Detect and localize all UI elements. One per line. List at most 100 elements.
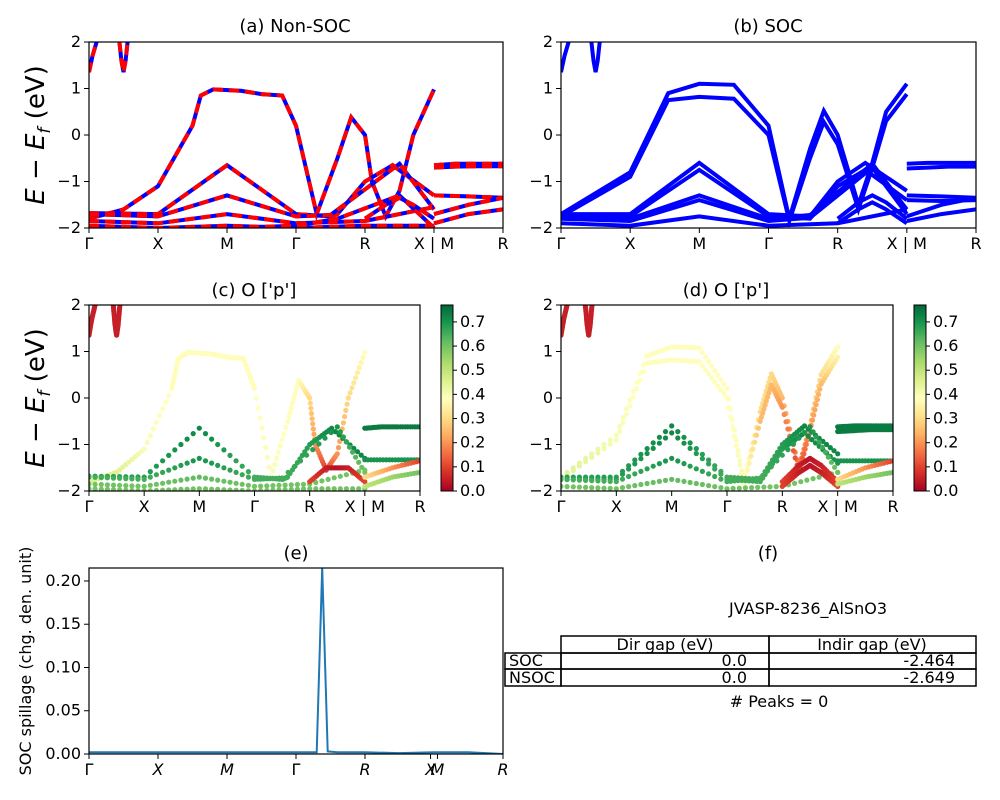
band-point (163, 399, 169, 405)
band-point (835, 469, 841, 475)
band-point (196, 425, 202, 431)
band-point (712, 466, 718, 472)
band-point (221, 447, 227, 453)
band-point (350, 486, 356, 491)
band-point (626, 466, 632, 472)
band-point (814, 397, 821, 403)
band-point (258, 483, 264, 489)
band-point (656, 478, 663, 484)
band-point (291, 395, 297, 402)
axes-frame (560, 41, 977, 229)
band-point (221, 487, 227, 491)
panel-f-title: (f) (758, 543, 778, 564)
band-point (239, 463, 245, 469)
band-point (104, 486, 110, 491)
band-point (279, 437, 285, 443)
band-point (184, 476, 190, 482)
band-point (781, 411, 787, 418)
band-point (613, 432, 619, 438)
x-tick-label: M (220, 234, 234, 253)
band-point (733, 443, 739, 449)
x-tick-label: M (192, 497, 206, 516)
band-point (790, 441, 797, 447)
band-line (561, 160, 909, 221)
band-line (89, 87, 436, 222)
table-cell: 0.0 (722, 668, 747, 687)
band-point (276, 482, 282, 488)
band-point (627, 403, 633, 409)
band-point (644, 466, 650, 472)
spillage-line (89, 568, 503, 754)
x-tick-label: X (424, 760, 437, 779)
band-point (687, 445, 693, 451)
band-point (706, 371, 712, 377)
band-point (774, 458, 780, 464)
band-point (731, 433, 738, 439)
x-tick-label: M (665, 497, 679, 516)
band-point (626, 473, 632, 480)
band-point (765, 394, 771, 400)
band-point (311, 431, 317, 437)
band-point (417, 469, 420, 475)
band-point (147, 433, 153, 439)
band-point (135, 483, 141, 489)
panel-f-gap-table: (f) JVASP-8236_AlSnO3 Dir gap (eV) Indir… (504, 543, 977, 711)
table-header-dir: Dir gap (eV) (617, 635, 714, 654)
band-point (706, 461, 712, 467)
x-tick-label: R (359, 760, 370, 779)
y-tick-label: 2 (71, 295, 81, 314)
band-point (110, 475, 117, 481)
band-point (310, 421, 316, 427)
band-point (288, 482, 294, 488)
band-point (757, 475, 763, 481)
band-point (202, 486, 209, 491)
band-point (160, 406, 166, 412)
band-point (630, 394, 636, 400)
band-point (285, 469, 291, 475)
band-point (699, 451, 706, 457)
band-point (160, 458, 166, 464)
band-point (300, 481, 307, 487)
band-point (728, 414, 734, 420)
band-point (209, 476, 215, 482)
band-point (288, 405, 294, 411)
band-point (308, 405, 314, 411)
band-point (215, 462, 221, 468)
band-point (251, 483, 258, 489)
band-point (253, 395, 259, 402)
band-point (340, 434, 346, 440)
band-point (257, 415, 263, 421)
x-tick-label: X (153, 234, 164, 253)
band-point (763, 469, 769, 475)
x-tick-label: Γ (764, 234, 773, 253)
band-point (681, 440, 687, 446)
band-point (706, 358, 712, 364)
band-point (245, 488, 251, 491)
band-point (309, 416, 315, 422)
band-point (316, 441, 322, 447)
band-point (702, 367, 709, 373)
band-point (221, 465, 227, 471)
band-point (104, 475, 110, 481)
band-point (141, 488, 147, 491)
band-point (264, 454, 270, 460)
band-point (144, 439, 150, 445)
y-tick-label: 0.20 (45, 571, 81, 590)
band-point (822, 449, 829, 455)
panel-e-title: (e) (283, 543, 308, 564)
band-lines (561, 42, 976, 228)
colorbar-tick-label: 0.0 (933, 481, 958, 500)
x-tick-label: Γ (85, 497, 94, 516)
band-point (675, 429, 681, 435)
band-point (809, 417, 816, 423)
band-line (561, 42, 571, 73)
band-point (283, 424, 289, 430)
band-point (739, 471, 745, 478)
colorbar-tick-label: 0.6 (933, 336, 958, 355)
band-point (576, 477, 583, 483)
band-point (166, 392, 172, 398)
band-point (583, 459, 589, 465)
band-point (190, 486, 196, 491)
band-point (816, 439, 822, 445)
colorbar: 0.0 0.1 0.2 0.3 0.4 0.5 0.6 0.7 (913, 304, 958, 500)
